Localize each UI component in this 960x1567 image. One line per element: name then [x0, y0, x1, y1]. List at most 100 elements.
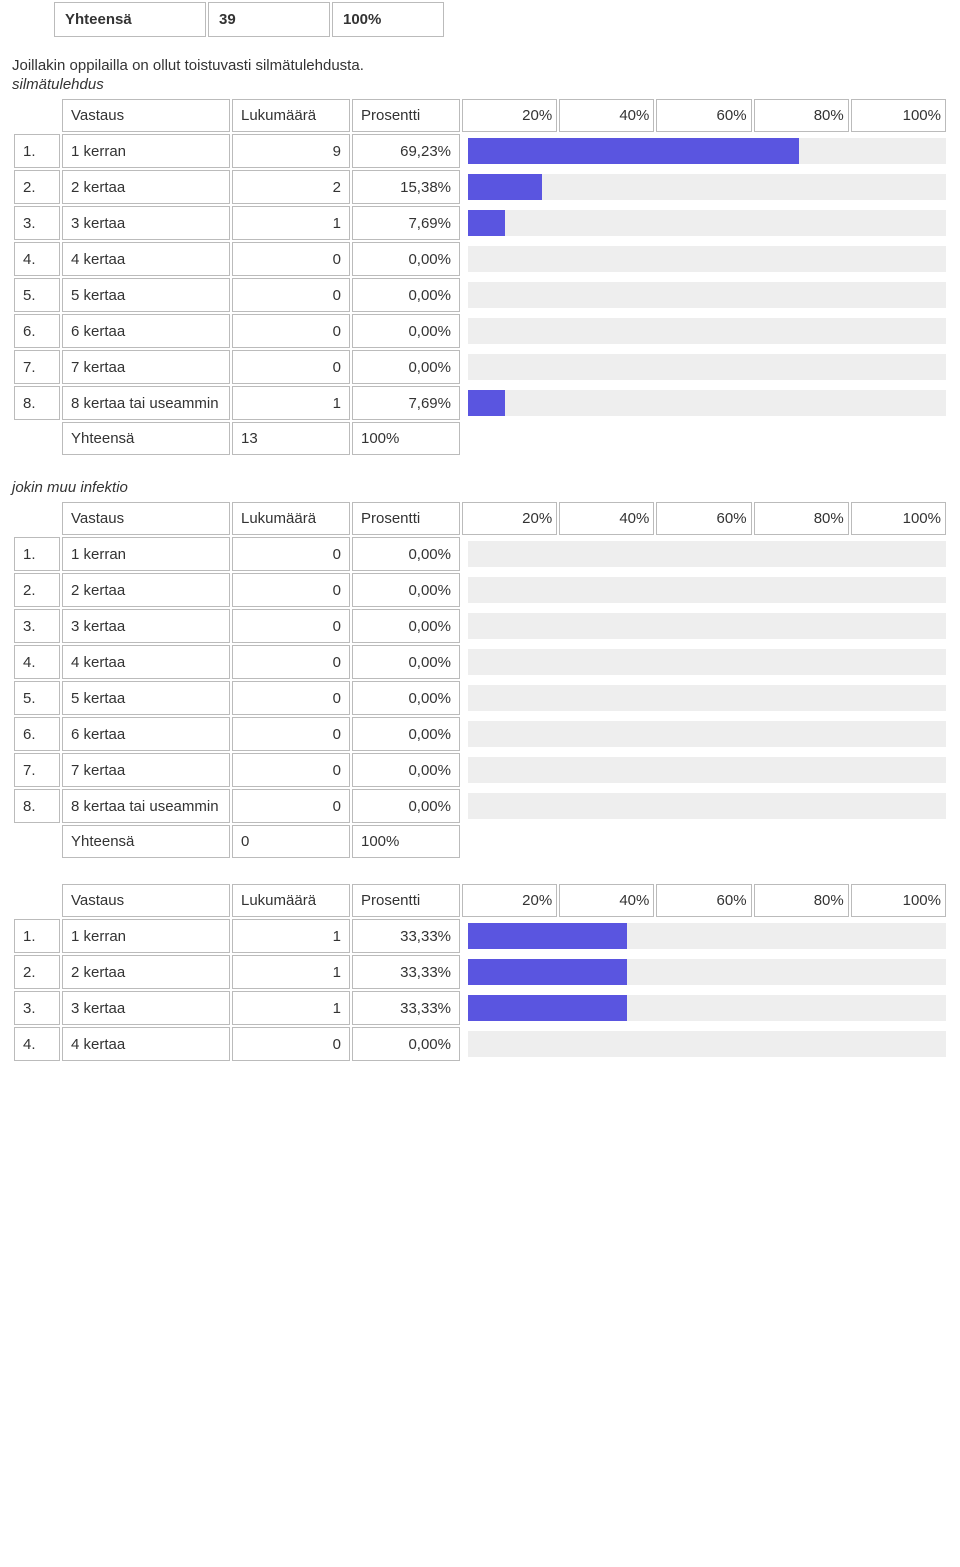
row-percent: 0,00%: [352, 573, 460, 607]
bar-track: [468, 685, 946, 711]
row-count: 0: [232, 681, 350, 715]
row-index: 7.: [14, 753, 60, 787]
row-answer: 2 kertaa: [62, 955, 230, 989]
row-index: 1.: [14, 919, 60, 953]
row-count: 9: [232, 134, 350, 168]
header-count: Lukumäärä: [232, 884, 350, 917]
summary-count: 39: [208, 2, 330, 37]
row-answer: 5 kertaa: [62, 278, 230, 312]
table-header-row: VastausLukumääräProsentti20%40%60%80%100…: [14, 884, 946, 917]
row-index: 4.: [14, 645, 60, 679]
row-bar-cell: [462, 753, 946, 787]
row-percent: 0,00%: [352, 1027, 460, 1061]
bar-track: [468, 577, 946, 603]
header-tick: 40%: [559, 884, 654, 917]
table-row: 7.7 kertaa00,00%: [14, 350, 946, 384]
row-percent: 0,00%: [352, 278, 460, 312]
header-tick: 100%: [851, 502, 946, 535]
row-index: 4.: [14, 242, 60, 276]
row-percent: 0,00%: [352, 681, 460, 715]
row-percent: 0,00%: [352, 350, 460, 384]
row-answer: 3 kertaa: [62, 609, 230, 643]
row-index: 5.: [14, 681, 60, 715]
row-bar-cell: [462, 789, 946, 823]
row-bar-cell: [462, 350, 946, 384]
bar-track: [468, 282, 946, 308]
intro-text: Joillakin oppilailla on ollut toistuvast…: [12, 57, 948, 74]
bar-fill: [468, 138, 799, 164]
summary-row: Yhteensä 39 100%: [54, 2, 444, 37]
row-index: 3.: [14, 206, 60, 240]
header-tick: 20%: [462, 99, 557, 132]
table-row: 6.6 kertaa00,00%: [14, 314, 946, 348]
table-row: 2.2 kertaa133,33%: [14, 955, 946, 989]
row-bar-cell: [462, 573, 946, 607]
row-index: 5.: [14, 278, 60, 312]
header-percent: Prosentti: [352, 502, 460, 535]
table-row: 3.3 kertaa00,00%: [14, 609, 946, 643]
table-row: 3.3 kertaa17,69%: [14, 206, 946, 240]
table-row: 4.4 kertaa00,00%: [14, 645, 946, 679]
total-label: Yhteensä: [62, 422, 230, 455]
row-bar-cell: [462, 681, 946, 715]
row-answer: 6 kertaa: [62, 314, 230, 348]
row-answer: 7 kertaa: [62, 753, 230, 787]
total-pct: 100%: [352, 825, 460, 858]
row-count: 0: [232, 645, 350, 679]
row-answer: 4 kertaa: [62, 645, 230, 679]
row-percent: 33,33%: [352, 991, 460, 1025]
data-table: VastausLukumääräProsentti20%40%60%80%100…: [12, 97, 948, 457]
row-count: 1: [232, 919, 350, 953]
row-percent: 7,69%: [352, 386, 460, 420]
row-percent: 33,33%: [352, 955, 460, 989]
table-header-row: VastausLukumääräProsentti20%40%60%80%100…: [14, 99, 946, 132]
header-count: Lukumäärä: [232, 99, 350, 132]
row-count: 1: [232, 206, 350, 240]
bar-track: [468, 390, 946, 416]
header-answer: Vastaus: [62, 884, 230, 917]
row-bar-cell: [462, 609, 946, 643]
header-answer: Vastaus: [62, 99, 230, 132]
row-percent: 0,00%: [352, 609, 460, 643]
row-index: 3.: [14, 609, 60, 643]
row-answer: 8 kertaa tai useammin: [62, 386, 230, 420]
header-tick: 20%: [462, 502, 557, 535]
total-spacer: [462, 825, 946, 858]
row-percent: 0,00%: [352, 645, 460, 679]
table-row: 8.8 kertaa tai useammin00,00%: [14, 789, 946, 823]
header-tick: 80%: [754, 884, 849, 917]
row-bar-cell: [462, 278, 946, 312]
row-percent: 7,69%: [352, 206, 460, 240]
row-percent: 33,33%: [352, 919, 460, 953]
bar-track: [468, 541, 946, 567]
row-answer: 4 kertaa: [62, 242, 230, 276]
row-percent: 15,38%: [352, 170, 460, 204]
row-percent: 0,00%: [352, 753, 460, 787]
bar-track: [468, 246, 946, 272]
row-bar-cell: [462, 314, 946, 348]
row-count: 0: [232, 350, 350, 384]
bar-fill: [468, 923, 627, 949]
header-tick: 40%: [559, 99, 654, 132]
bar-fill: [468, 390, 505, 416]
header-answer: Vastaus: [62, 502, 230, 535]
row-count: 0: [232, 537, 350, 571]
row-answer: 2 kertaa: [62, 573, 230, 607]
row-count: 0: [232, 314, 350, 348]
bar-track: [468, 354, 946, 380]
header-tick: 20%: [462, 884, 557, 917]
row-bar-cell: [462, 206, 946, 240]
row-count: 1: [232, 386, 350, 420]
row-bar-cell: [462, 242, 946, 276]
section-title: silmätulehdus: [12, 76, 948, 93]
row-index: 3.: [14, 991, 60, 1025]
table-row: 1.1 kerran969,23%: [14, 134, 946, 168]
header-count: Lukumäärä: [232, 502, 350, 535]
row-index: 2.: [14, 955, 60, 989]
row-answer: 5 kertaa: [62, 681, 230, 715]
top-summary-table: Yhteensä 39 100%: [52, 0, 446, 39]
table-row: 1.1 kerran133,33%: [14, 919, 946, 953]
table-row: 8.8 kertaa tai useammin17,69%: [14, 386, 946, 420]
total-spacer: [462, 422, 946, 455]
bar-track: [468, 174, 946, 200]
